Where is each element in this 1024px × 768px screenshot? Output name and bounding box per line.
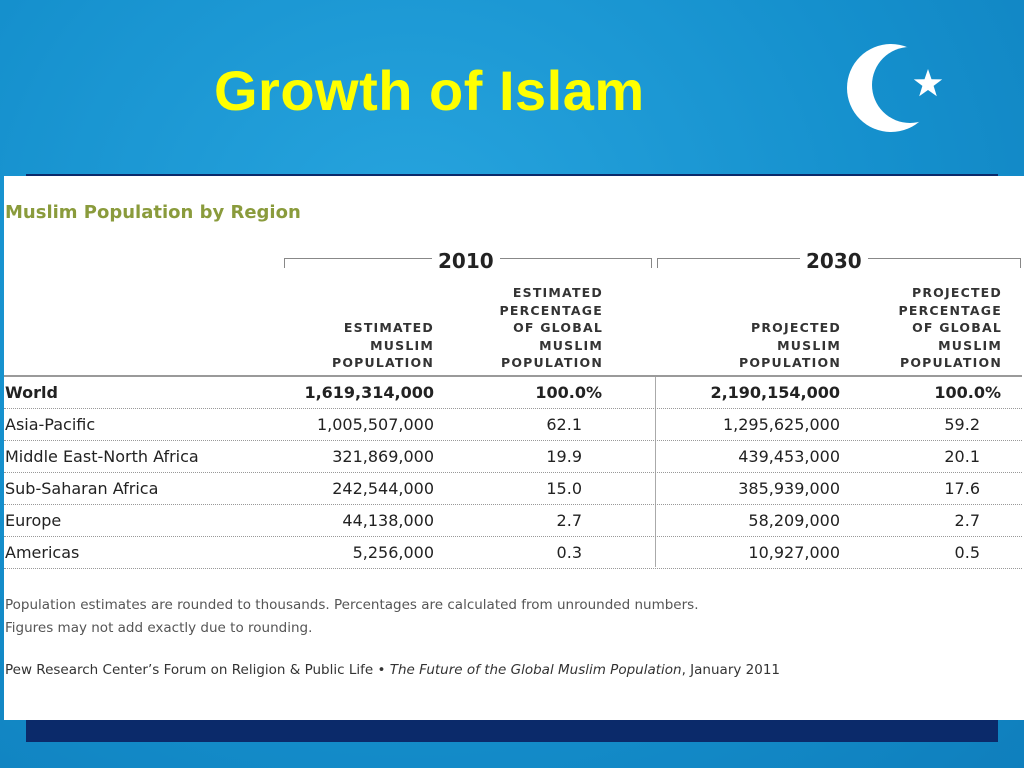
percentage-2010-cell: 62.1 <box>546 415 582 434</box>
source-suffix: , January 2011 <box>681 662 781 678</box>
table-row: Americas 5,256,000 0.3 10,927,000 0.5 <box>4 537 1022 569</box>
top-rule <box>26 174 998 177</box>
table-row: Asia-Pacific 1,005,507,000 62.1 1,295,62… <box>4 409 1022 441</box>
header-rule <box>4 375 1022 377</box>
group-year-2030: 2030 <box>800 249 868 273</box>
region-cell: Europe <box>5 511 62 530</box>
percentage-2030-cell: 2.7 <box>954 511 980 530</box>
header-estimated-percentage: ESTIMATED PERCENTAGE OF GLOBAL MUSLIM PO… <box>499 285 603 371</box>
source-publication: The Future of the Global Muslim Populati… <box>389 662 682 678</box>
population-2010-cell: 242,544,000 <box>332 479 434 498</box>
header-projected-population: PROJECTED MUSLIM POPULATION <box>738 320 841 371</box>
population-2010-cell: 1,619,314,000 <box>304 383 434 402</box>
percentage-2030-cell: 100.0% <box>934 383 1001 402</box>
percentage-2030-cell: 20.1 <box>944 447 980 466</box>
region-cell: Middle East-North Africa <box>5 447 199 466</box>
population-2010-cell: 321,869,000 <box>332 447 434 466</box>
region-cell: Sub-Saharan Africa <box>5 479 159 498</box>
population-2010-cell: 5,256,000 <box>352 543 434 562</box>
table-title: Muslim Population by Region <box>5 202 301 223</box>
percentage-2010-cell: 15.0 <box>546 479 582 498</box>
population-2030-cell: 10,927,000 <box>748 543 840 562</box>
region-cell: Asia-Pacific <box>5 415 96 434</box>
table-row: Europe 44,138,000 2.7 58,209,000 2.7 <box>4 505 1022 537</box>
crescent-star-icon <box>847 44 943 132</box>
percentage-2010-cell: 19.9 <box>546 447 582 466</box>
table-row: Sub-Saharan Africa 242,544,000 15.0 385,… <box>4 473 1022 505</box>
source-citation: Pew Research Center’s Forum on Religion … <box>5 662 780 678</box>
source-prefix: Pew Research Center’s Forum on Religion … <box>5 662 390 678</box>
group-year-2010: 2010 <box>432 249 500 273</box>
percentage-2010-cell: 100.0% <box>535 383 602 402</box>
population-2030-cell: 2,190,154,000 <box>710 383 840 402</box>
percentage-2030-cell: 59.2 <box>944 415 980 434</box>
percentage-2010-cell: 0.3 <box>556 543 582 562</box>
population-2010-cell: 1,005,507,000 <box>316 415 434 434</box>
population-2030-cell: 58,209,000 <box>748 511 840 530</box>
region-cell: World <box>5 383 58 402</box>
population-2030-cell: 439,453,000 <box>738 447 840 466</box>
region-cell: Americas <box>5 543 80 562</box>
table-row: World 1,619,314,000 100.0% 2,190,154,000… <box>4 377 1022 409</box>
percentage-2030-cell: 17.6 <box>944 479 980 498</box>
population-2010-cell: 44,138,000 <box>342 511 434 530</box>
percentage-2030-cell: 0.5 <box>954 543 980 562</box>
bottom-bar <box>26 720 998 742</box>
rounding-note: Figures may not add exactly due to round… <box>5 620 313 636</box>
header-estimated-population: ESTIMATED MUSLIM POPULATION <box>331 320 434 371</box>
table-row: Middle East-North Africa 321,869,000 19.… <box>4 441 1022 473</box>
population-2030-cell: 385,939,000 <box>738 479 840 498</box>
rounding-note: Population estimates are rounded to thou… <box>5 597 699 613</box>
header-projected-percentage: PROJECTED PERCENTAGE OF GLOBAL MUSLIM PO… <box>898 285 1002 371</box>
population-2030-cell: 1,295,625,000 <box>722 415 840 434</box>
slide-title: Growth of Islam <box>214 59 645 122</box>
percentage-2010-cell: 2.7 <box>556 511 582 530</box>
